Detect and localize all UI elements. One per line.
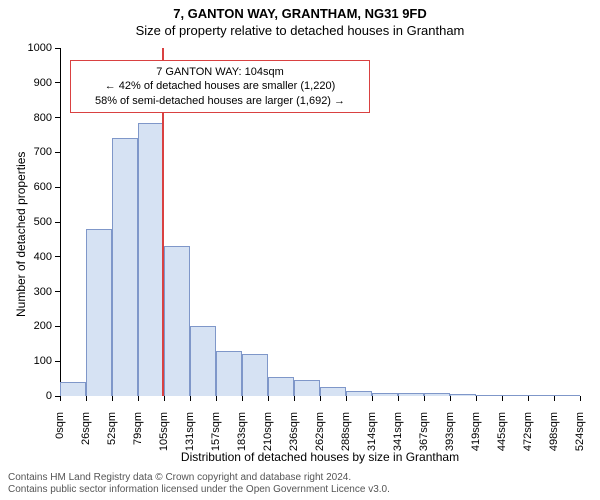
histogram-bar: [424, 393, 450, 396]
x-tick-label: 393sqm: [444, 412, 456, 452]
x-tick-label: 314sqm: [366, 412, 378, 452]
histogram-bar: [60, 382, 86, 396]
y-tick-label: 1000: [12, 42, 52, 54]
histogram-bar: [294, 380, 320, 396]
histogram-bar: [216, 351, 242, 396]
x-tick-label: 472sqm: [522, 412, 534, 452]
y-tick: [55, 222, 60, 223]
x-tick: [86, 396, 87, 401]
x-tick: [450, 396, 451, 401]
y-tick: [55, 256, 60, 257]
x-tick: [294, 396, 295, 401]
histogram-bar: [554, 395, 580, 396]
y-tick-label: 100: [12, 355, 52, 367]
histogram-bar: [320, 387, 346, 396]
x-tick-label: 236sqm: [288, 412, 300, 452]
x-tick-label: 341sqm: [392, 412, 404, 452]
x-tick: [112, 396, 113, 401]
x-tick: [476, 396, 477, 401]
histogram-bar: [86, 229, 112, 396]
x-tick: [528, 396, 529, 401]
y-tick: [55, 326, 60, 327]
y-tick: [55, 291, 60, 292]
x-tick-label: 131sqm: [184, 412, 196, 452]
histogram-bar: [190, 326, 216, 396]
histogram-bar: [502, 395, 528, 396]
x-axis-label: Distribution of detached houses by size …: [60, 450, 580, 464]
annotation-line: ← 42% of detached houses are smaller (1,…: [77, 79, 363, 93]
y-tick: [55, 82, 60, 83]
x-tick-label: 157sqm: [210, 412, 222, 452]
footer-line-2: Contains public sector information licen…: [8, 484, 592, 496]
x-tick-label: 26sqm: [80, 412, 92, 452]
annotation-line: 7 GANTON WAY: 104sqm: [77, 65, 363, 79]
x-tick-label: 105sqm: [158, 412, 170, 452]
histogram-bar: [528, 395, 554, 396]
x-tick: [268, 396, 269, 401]
y-tick: [55, 152, 60, 153]
x-tick-label: 79sqm: [132, 412, 144, 452]
x-tick-label: 210sqm: [262, 412, 274, 452]
footer-line-1: Contains HM Land Registry data © Crown c…: [8, 472, 592, 484]
x-tick-label: 498sqm: [548, 412, 560, 452]
x-tick: [164, 396, 165, 401]
x-tick-label: 0sqm: [54, 412, 66, 452]
histogram-bar: [346, 391, 372, 396]
histogram-bar: [164, 246, 190, 396]
annotation-line: 58% of semi-detached houses are larger (…: [77, 94, 363, 108]
x-tick: [320, 396, 321, 401]
x-tick: [190, 396, 191, 401]
histogram-bar: [138, 123, 164, 396]
x-tick: [554, 396, 555, 401]
y-tick-label: 0: [12, 390, 52, 402]
y-axis-line: [60, 48, 61, 396]
chart-subtitle: Size of property relative to detached ho…: [0, 21, 600, 38]
x-tick-label: 524sqm: [574, 412, 586, 452]
histogram-bar: [372, 393, 398, 396]
x-tick-label: 183sqm: [236, 412, 248, 452]
histogram-bar: [242, 354, 268, 396]
y-tick: [55, 117, 60, 118]
annotation-box: 7 GANTON WAY: 104sqm← 42% of detached ho…: [70, 60, 370, 113]
y-tick-label: 200: [12, 320, 52, 332]
footer-attribution: Contains HM Land Registry data © Crown c…: [8, 472, 592, 496]
chart-container: 7, GANTON WAY, GRANTHAM, NG31 9FD Size o…: [0, 0, 600, 500]
x-tick: [60, 396, 61, 401]
x-tick-label: 262sqm: [314, 412, 326, 452]
y-tick-label: 800: [12, 112, 52, 124]
histogram-bar: [476, 395, 502, 396]
x-tick: [580, 396, 581, 401]
y-tick: [55, 361, 60, 362]
x-tick: [346, 396, 347, 401]
x-tick: [372, 396, 373, 401]
x-tick-label: 52sqm: [106, 412, 118, 452]
x-tick-label: 288sqm: [340, 412, 352, 452]
x-tick: [424, 396, 425, 401]
x-tick-label: 367sqm: [418, 412, 430, 452]
x-tick: [242, 396, 243, 401]
histogram-bar: [450, 394, 476, 396]
x-tick: [138, 396, 139, 401]
y-tick-label: 900: [12, 77, 52, 89]
y-tick: [55, 187, 60, 188]
chart-title: 7, GANTON WAY, GRANTHAM, NG31 9FD: [0, 0, 600, 21]
y-axis-label: Number of detached properties: [14, 152, 28, 317]
histogram-bar: [398, 393, 424, 396]
histogram-bar: [112, 138, 138, 396]
x-tick: [502, 396, 503, 401]
histogram-bar: [268, 377, 294, 396]
x-tick: [398, 396, 399, 401]
y-tick: [55, 48, 60, 49]
x-tick-label: 445sqm: [496, 412, 508, 452]
x-tick: [216, 396, 217, 401]
x-tick-label: 419sqm: [470, 412, 482, 452]
